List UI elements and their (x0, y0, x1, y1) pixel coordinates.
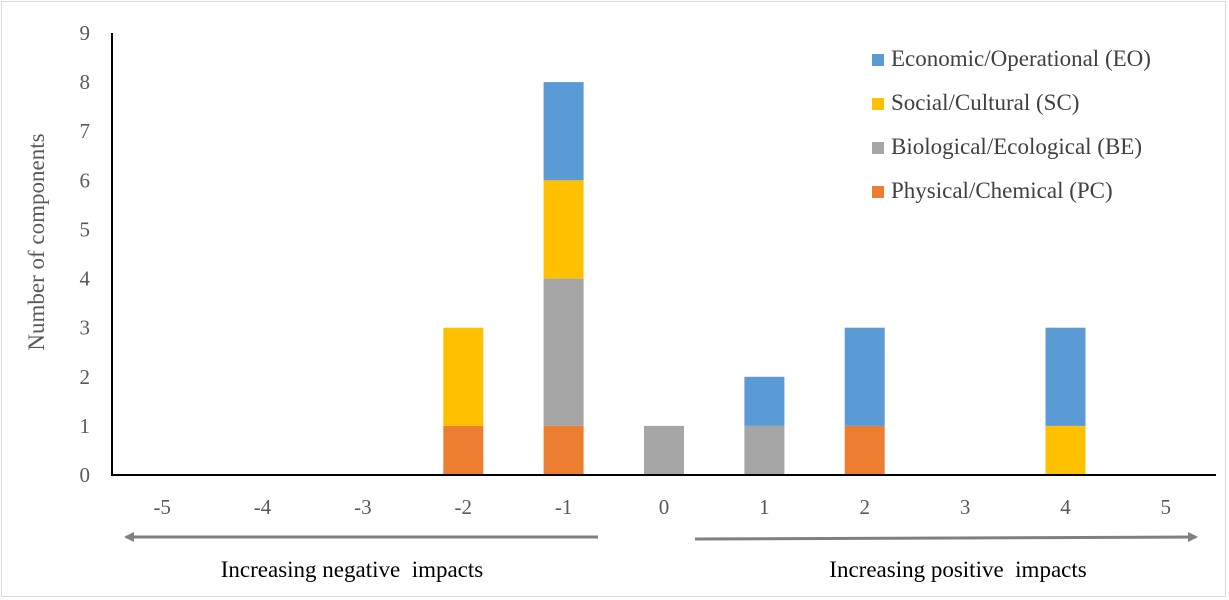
y-tick-label: 5 (80, 217, 91, 241)
legend-label: Biological/Ecological (BE) (891, 134, 1142, 159)
positive-impact-label: Increasing positive impacts (829, 557, 1086, 582)
x-tick-label: 5 (1161, 495, 1172, 519)
bar-segment-pc-x-1 (543, 425, 584, 475)
y-tick-label: 2 (80, 365, 91, 389)
bar-segment-eo-x-1 (543, 82, 584, 181)
legend-label: Physical/Chemical (PC) (891, 178, 1113, 203)
bar-segment-be-x-1 (543, 278, 584, 426)
negative-impact-label: Increasing negative impacts (221, 557, 484, 582)
y-tick-labels: 0 1 2 3 4 5 6 7 8 9 (80, 21, 91, 487)
x-tick-labels: -5 -4 -3 -2 -1 0 1 2 3 4 5 (153, 495, 1171, 519)
bar-segment-pc-x2 (844, 425, 885, 475)
x-tick-label: -5 (153, 495, 171, 519)
bar-segment-eo-x2 (844, 327, 885, 426)
positive-impact-arrow (694, 532, 1198, 543)
bar-segment-eo-x1 (744, 376, 785, 426)
y-tick-label: 1 (80, 414, 91, 438)
legend-label: Economic/Operational (EO) (891, 46, 1151, 71)
y-tick-label: 6 (80, 168, 91, 192)
y-tick-label: 4 (80, 267, 91, 291)
x-tick-label: -4 (254, 495, 272, 519)
x-tick-label: 0 (659, 495, 670, 519)
x-tick-label: 2 (859, 495, 870, 519)
y-tick-label: 7 (80, 119, 91, 143)
x-tick-label: -3 (354, 495, 372, 519)
y-axis-title: Number of components (24, 133, 49, 350)
x-tick-label: 4 (1060, 495, 1071, 519)
bar-segment-sc-x4 (1045, 425, 1086, 475)
bar-segment-sc-x-2 (443, 327, 484, 426)
bar-segment-eo-x4 (1045, 327, 1086, 426)
legend-swatch (872, 186, 884, 198)
x-tick-label: 3 (960, 495, 971, 519)
bar-segment-pc-x-2 (443, 425, 484, 475)
x-tick-label: -2 (455, 495, 473, 519)
y-tick-label: 9 (80, 21, 91, 45)
y-tick-label: 8 (80, 70, 91, 94)
bar-segment-be-x1 (744, 425, 785, 475)
legend-swatch (872, 142, 884, 154)
legend: Economic/Operational (EO) Social/Cultural… (872, 46, 1151, 203)
x-tick-label: 1 (759, 495, 770, 519)
legend-label: Social/Cultural (SC) (891, 90, 1079, 115)
bar-segment-sc-x-1 (543, 180, 584, 279)
y-tick-label: 3 (80, 316, 91, 340)
bars-group (443, 82, 1086, 475)
legend-swatch (872, 98, 884, 110)
y-tick-label: 0 (80, 463, 91, 487)
bar-segment-be-x0 (644, 425, 684, 475)
x-tick-label: -1 (555, 495, 573, 519)
legend-swatch (872, 54, 884, 66)
